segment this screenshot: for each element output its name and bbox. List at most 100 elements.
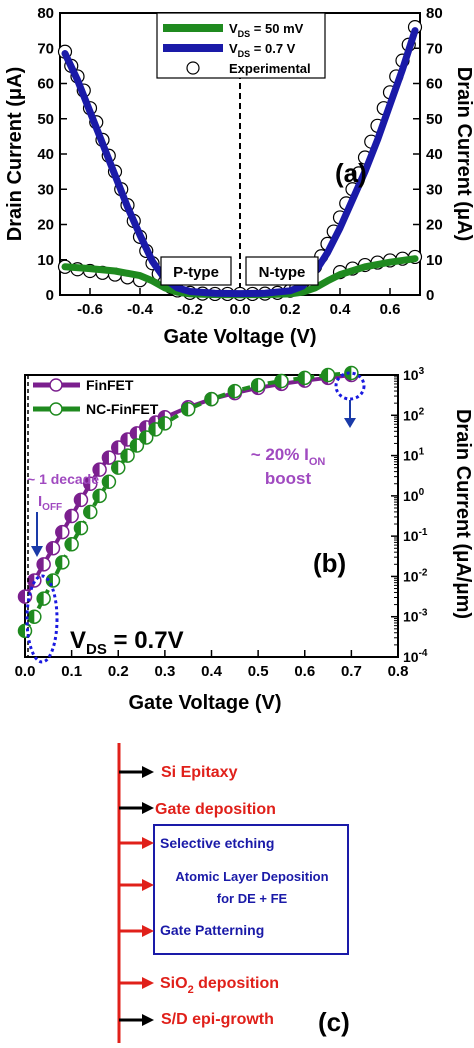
x-tick-label: 0.3: [154, 663, 175, 680]
point-fill-finfet: [111, 441, 119, 455]
legend-label-ncfinfet: NC-FinFET: [86, 401, 159, 417]
chart-a-panel-label: (a): [335, 158, 367, 188]
point-fill-ncfinfet: [130, 439, 137, 452]
flow-arrow-head: [142, 977, 154, 989]
x-tick-label: 0.0: [230, 301, 251, 318]
flow-arrow-head: [142, 925, 154, 937]
y-tick-label: 10-4: [403, 648, 428, 665]
y-tick-label-right: 50: [426, 111, 443, 128]
point-fill-ncfinfet: [74, 521, 81, 535]
point-fill-ncfinfet: [251, 378, 259, 392]
y-tick-label: 10-3: [403, 608, 428, 625]
x-tick-label: -0.4: [127, 301, 154, 318]
y-tick-label-right: 80: [426, 5, 443, 22]
y-tick-label-right: 20: [426, 217, 443, 234]
y-tick-label-left: 50: [37, 111, 54, 128]
flow-panel-label: (c): [318, 1007, 350, 1037]
point-fill-finfet: [46, 541, 53, 555]
x-tick-label: -0.2: [177, 301, 203, 318]
y-tick-label-right: 0: [426, 287, 434, 304]
flow-arrow-head: [142, 802, 154, 814]
point-fill-finfet: [130, 426, 137, 440]
x-tick-label: 0.2: [280, 301, 301, 318]
point-fill-ncfinfet: [158, 416, 165, 430]
point-fill-finfet: [121, 432, 128, 446]
flow-step-1: Si Epitaxy: [161, 764, 238, 781]
y-tick-label-right: 30: [426, 181, 443, 198]
x-tick-label: 0.8: [388, 663, 409, 680]
y-tick-label-right: 70: [426, 40, 443, 57]
point-fill-ncfinfet: [55, 555, 63, 569]
y-tick-label-left: 20: [37, 217, 54, 234]
point-fill-ncfinfet: [139, 430, 147, 444]
flow-arrow-head: [142, 1014, 154, 1026]
y-tick-label-left: 70: [37, 40, 54, 57]
chart-b-legend: FinFET NC-FinFET: [33, 377, 159, 417]
y-tick-label: 100: [403, 487, 425, 504]
point-fill-ncfinfet: [18, 624, 25, 638]
point-fill-finfet: [74, 493, 81, 507]
y-tick-label: 10-1: [403, 527, 428, 544]
point-fill-ncfinfet: [93, 489, 100, 503]
flow-arrow-head: [142, 766, 154, 778]
flow-arrow-head: [142, 879, 154, 891]
ion-highlight-ellipse: [334, 371, 366, 401]
y-tick-label-right: 40: [426, 146, 443, 163]
legend-label-experimental: Experimental: [229, 61, 311, 76]
series-line-vds07: [61, 27, 419, 298]
chart-b-panel-label: (b): [313, 548, 346, 578]
y-tick-label-left: 60: [37, 76, 54, 93]
flow-step-3: Selective etching: [160, 835, 274, 851]
ion-boost-label: ~ 20% ION: [251, 445, 326, 468]
flow-step-5: Gate Patterning: [160, 922, 264, 938]
x-tick-label: 0.6: [294, 663, 315, 680]
point-fill-finfet: [37, 557, 44, 571]
point-fill-ncfinfet: [321, 368, 329, 382]
chart-a: -0.6 -0.4 -0.2 0.0 0.2 0.4 0.6 0 0 10 10 20 20 30 30 4…: [4, 5, 474, 348]
ioff-highlight-ellipse: [25, 574, 59, 664]
flow-arrow-head: [142, 837, 154, 849]
legend-label-finfet: FinFET: [86, 377, 134, 393]
y-tick-label-left: 80: [37, 5, 54, 22]
legend-label-vds50: VDS = 50 mV: [229, 21, 304, 39]
x-tick-label: 0.7: [341, 663, 362, 680]
flow-step-4: Atomic Layer Deposition: [175, 869, 328, 884]
point-fill-ncfinfet: [65, 537, 72, 551]
chart-b-x-axis-label: Gate Voltage (V): [129, 692, 282, 714]
point-fill-ncfinfet: [83, 505, 91, 519]
legend-marker-finfet: [49, 378, 63, 392]
point-fill-finfet: [27, 573, 35, 587]
x-tick-label: 0.5: [248, 663, 269, 680]
ion-boost-label-line2: boost: [265, 469, 312, 488]
x-tick-label: -0.6: [77, 301, 103, 318]
chart-b: 0.0 0.1 0.2 0.3 0.4 0.5 0.6 0.7 0.8 10-4 10-3 10-2…: [15, 365, 474, 714]
legend-label-vds07: VDS = 0.7 V: [229, 41, 296, 59]
point-fill-ncfinfet: [111, 461, 119, 475]
ioff-arrow-head: [31, 546, 43, 557]
point-fill-finfet: [93, 463, 100, 477]
flow-highlight-box: [153, 824, 349, 955]
vds-label: VDS = 0.7V: [70, 627, 184, 658]
n-type-label: N-type: [259, 264, 306, 281]
chart-a-y-axis-label-left: Drain Current (μA): [4, 67, 26, 241]
y-tick-label: 103: [403, 366, 425, 383]
point-fill-ncfinfet: [121, 449, 128, 463]
point-fill-ncfinfet: [149, 422, 156, 436]
y-tick-label-right: 60: [426, 76, 443, 93]
flow-step-2: Gate deposition: [155, 801, 276, 818]
point-fill-ncfinfet: [181, 402, 189, 416]
chart-b-y-axis-label-right: Drain Current (μA/μm): [452, 409, 474, 619]
y-tick-label-left: 0: [46, 287, 54, 304]
y-tick-label-right: 10: [426, 252, 443, 269]
y-tick-label: 101: [403, 447, 425, 464]
point-fill-ncfinfet: [274, 374, 282, 388]
point-fill-ncfinfet: [102, 475, 109, 489]
ioff-label: IOFF: [38, 493, 62, 513]
flow-step-4b: for DE + FE: [217, 891, 288, 906]
decade-label: ~ 1 decade: [27, 471, 99, 487]
flow-step-7: S/D epi-growth: [161, 1011, 274, 1028]
point-fill-finfet: [102, 451, 109, 465]
y-tick-label-left: 10: [37, 252, 54, 269]
x-tick-label: 0.4: [201, 663, 223, 680]
chart-a-x-axis-label: Gate Voltage (V): [164, 326, 317, 348]
